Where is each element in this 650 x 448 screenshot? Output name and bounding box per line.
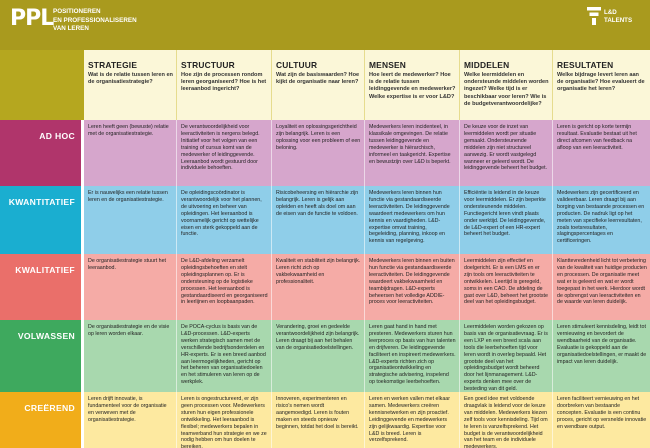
column-header-resultaten: RESULTATEN Welke bijdrage levert leren a… — [553, 50, 650, 120]
row-ad-hoc: AD HOC Leren heeft geen (bewuste) relati… — [0, 120, 650, 186]
row-label-text: VOLWASSEN — [17, 331, 75, 341]
row-volwassen: VOLWASSEN De organisatiestrategie en de … — [0, 320, 650, 392]
cell-structuur: De POCA-cyclus is basis van de L&D-proce… — [177, 320, 272, 392]
cell-resultaten: Klanttevredenheid licht tot verbetering … — [553, 254, 650, 320]
cell-strategie: Er is nauwelijks een relatie tussen lere… — [84, 186, 177, 254]
logo-tagline: POSITIONEREN EN PROFESSIONALISEREN VAN L… — [53, 8, 148, 34]
cell-structuur: De verantwoordelijkheid voor leeractivit… — [177, 120, 272, 186]
cell-structuur: De L&D-afdeling verzamelt opleidingsbeho… — [177, 254, 272, 320]
cell-middelen: Leermiddelen worden gekozen op basis van… — [460, 320, 553, 392]
cell-middelen: Een goed idee met voldoende draagvlak is… — [460, 392, 553, 448]
cell-cultuur: Loyaliteit en oplossingsgerichtheid zijn… — [272, 120, 365, 186]
tree-icon — [587, 7, 601, 25]
brand-name: L&D TALENTS — [604, 9, 632, 25]
cell-middelen: Efficiëntie is leidend in de keuze voor … — [460, 186, 553, 254]
column-title: RESULTATEN — [557, 60, 614, 70]
row-label: VOLWASSEN — [0, 320, 81, 392]
column-question: Welke leermiddelen en ondersteunde midde… — [464, 72, 549, 107]
cell-strategie: De organisatiestrategie stuurt het leera… — [84, 254, 177, 320]
tagline-line-2: EN PROFESSIONALISEREN — [53, 16, 137, 24]
cell-resultaten: Leren is gericht op korte termijn result… — [553, 120, 650, 186]
column-header-structuur: STRUCTUUR Hoe zijn de processen rondom l… — [177, 50, 272, 120]
row-label: AD HOC — [0, 120, 81, 186]
column-question: Wat is de relatie tussen leren en de org… — [88, 72, 173, 86]
cell-middelen: Leermiddelen zijn effectief en doelgeric… — [460, 254, 553, 320]
cell-resultaten: Leren stimuleert kennisdeling, leidt tot… — [553, 320, 650, 392]
column-header-mensen: MENSEN Hoe leert de medewerker? Hoe is d… — [365, 50, 460, 120]
row-label-text: CREËREND — [24, 403, 75, 413]
row-kwalitatief: KWALITATIEF De organisatiestrategie stuu… — [0, 254, 650, 320]
brand-line-2: TALENTS — [604, 17, 633, 24]
cell-mensen: Medewerkers leren incidenteel, in klassi… — [365, 120, 460, 186]
column-title: STRUCTUUR — [181, 60, 235, 70]
cell-middelen: De keuze voor de inzet van leermiddelen … — [460, 120, 553, 186]
cell-cultuur: Verandering, groei en gedeelde verantwoo… — [272, 320, 365, 392]
column-question: Hoe leert de medewerker? Hoe is de relat… — [369, 72, 456, 100]
column-question: Welke bijdrage levert leren aan de organ… — [557, 72, 645, 93]
column-title: MENSEN — [369, 60, 407, 70]
column-title: CULTUUR — [276, 60, 318, 70]
row-creerend: CREËREND Leren drijft innovatie, is fund… — [0, 392, 650, 448]
cell-strategie: Leren heeft geen (bewuste) relatie met d… — [84, 120, 177, 186]
column-header-cultuur: CULTUUR Wat zijn de basiswaarden? Hoe ki… — [272, 50, 365, 120]
row-label-text: KWANTITATIEF — [8, 197, 75, 207]
row-label: CREËREND — [0, 392, 81, 448]
page-header: PPL POSITIONEREN EN PROFESSIONALISEREN V… — [0, 0, 650, 50]
column-question: Hoe zijn de processen rondom leren georg… — [181, 72, 267, 93]
row-label: KWALITATIEF — [0, 254, 81, 320]
cell-mensen: Leren gaat hand in hand met presteren. M… — [365, 320, 460, 392]
cell-cultuur: Risicobeheersing en hiërarchie zijn bela… — [272, 186, 365, 254]
cell-cultuur: Kwaliteit en stabiliteit zijn belangrijk… — [272, 254, 365, 320]
cell-mensen: Medewerkers leren binnen hun functie via… — [365, 186, 460, 254]
cell-structuur: De opleidingscoördinator is verantwoorde… — [177, 186, 272, 254]
cell-strategie: De organisatiestrategie en de visie op l… — [84, 320, 177, 392]
column-question: Wat zijn de basiswaarden? Hoe kijkt de o… — [276, 72, 360, 86]
column-title: MIDDELEN — [464, 60, 510, 70]
cell-resultaten: Leren faciliteert vernieuwing en het doo… — [553, 392, 650, 448]
tagline-line-1: POSITIONEREN — [53, 8, 101, 15]
cell-cultuur: Innoveren, experimenteren en risico's ne… — [272, 392, 365, 448]
row-label: KWANTITATIEF — [0, 186, 81, 254]
row-label-text: AD HOC — [39, 131, 75, 141]
tagline-line-3: VAN LEREN — [53, 25, 89, 32]
cell-resultaten: Medewerkers zijn gecertificeerd en valid… — [553, 186, 650, 254]
row-kwantitatief: KWANTITATIEF Er is nauwelijks een relati… — [0, 186, 650, 254]
cell-mensen: Leren en werken vallen met elkaar samen.… — [365, 392, 460, 448]
column-header-middelen: MIDDELEN Welke leermiddelen en ondersteu… — [460, 50, 553, 120]
row-label-text: KWALITATIEF — [15, 265, 75, 275]
ppl-logo: PPL — [10, 6, 54, 31]
cell-mensen: Medewerkers leren binnen en buiten hun f… — [365, 254, 460, 320]
column-title: STRATEGIE — [88, 60, 138, 70]
column-header-strategie: STRATEGIE Wat is de relatie tussen leren… — [84, 50, 177, 120]
brand-line-1: L&D — [604, 9, 617, 16]
cell-strategie: Leren drijft innovatie, is fundamenteel … — [84, 392, 177, 448]
cell-structuur: Leren is ongestructureerd, er zijn geen … — [177, 392, 272, 448]
